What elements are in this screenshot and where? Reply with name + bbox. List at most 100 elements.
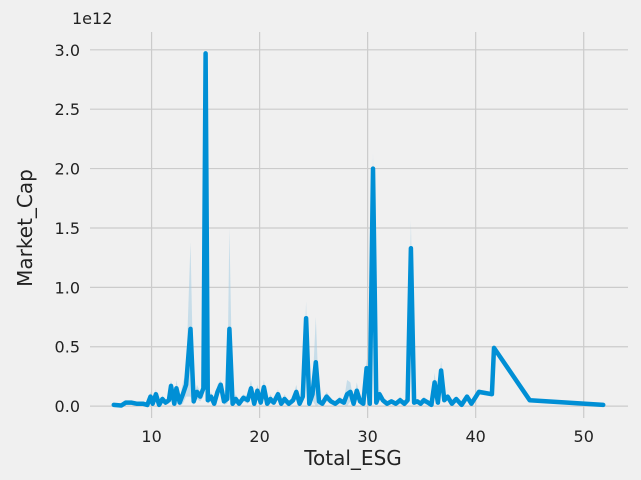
data-point <box>268 397 272 401</box>
data-point <box>345 392 349 396</box>
data-point <box>436 401 440 405</box>
data-point <box>389 399 393 403</box>
data-point <box>409 246 413 250</box>
data-point <box>422 398 426 402</box>
data-point <box>450 402 454 406</box>
data-point <box>317 399 321 403</box>
data-point <box>355 389 359 393</box>
data-point <box>237 402 241 406</box>
data-point <box>204 51 208 55</box>
x-tick-label: 20 <box>249 427 269 446</box>
data-point <box>358 399 362 403</box>
data-point <box>262 385 266 389</box>
data-point <box>157 403 161 407</box>
data-point <box>241 396 245 400</box>
data-point <box>398 398 402 402</box>
grid <box>90 32 628 418</box>
x-tick-label: 40 <box>465 427 485 446</box>
y-tick-label: 2.5 <box>55 100 80 119</box>
data-point <box>374 401 378 405</box>
data-point <box>219 383 223 387</box>
data-point <box>276 392 280 396</box>
data-point <box>291 398 295 402</box>
data-point <box>154 392 158 396</box>
data-point <box>151 402 155 406</box>
y-tick-label: 1.5 <box>55 219 80 238</box>
data-point <box>145 403 149 407</box>
series-line <box>111 51 606 408</box>
data-point <box>129 401 133 405</box>
x-tick-label: 30 <box>357 427 377 446</box>
data-point <box>160 397 164 401</box>
y-tick-labels: 0.0 0.5 1.0 1.5 2.0 2.5 3.0 <box>55 41 80 416</box>
data-point <box>439 369 443 373</box>
data-point <box>314 360 318 364</box>
data-point <box>216 390 220 394</box>
data-point <box>446 395 450 399</box>
data-point <box>352 402 356 406</box>
data-point <box>333 402 337 406</box>
data-point <box>294 390 298 394</box>
data-point <box>454 397 458 401</box>
data-point <box>209 395 213 399</box>
data-point <box>406 398 410 402</box>
data-point <box>365 366 369 370</box>
data-point <box>320 402 324 406</box>
y-tick-label: 0.0 <box>55 397 80 416</box>
data-point <box>361 402 365 406</box>
data-point <box>402 402 406 406</box>
data-point <box>181 392 185 396</box>
data-point <box>112 403 116 407</box>
data-point <box>265 402 269 406</box>
data-point <box>259 401 263 405</box>
data-point <box>492 346 496 350</box>
data-point <box>469 402 473 406</box>
x-tick-labels: 10 20 30 40 50 <box>141 427 593 446</box>
data-point <box>201 386 205 390</box>
series-line-layer <box>111 51 606 408</box>
data-point <box>178 401 182 405</box>
data-point <box>195 390 199 394</box>
data-point <box>465 395 469 399</box>
data-point <box>287 402 291 406</box>
data-point <box>174 386 178 390</box>
data-point <box>342 401 346 405</box>
y-tick-label: 3.0 <box>55 41 80 60</box>
data-point <box>172 402 176 406</box>
data-point <box>252 402 256 406</box>
data-point <box>279 402 283 406</box>
data-point <box>234 397 238 401</box>
data-point <box>231 402 235 406</box>
data-point <box>385 402 389 406</box>
data-point <box>227 327 231 331</box>
x-tick-label: 50 <box>574 427 594 446</box>
data-point <box>528 398 532 402</box>
data-point <box>378 392 382 396</box>
data-point <box>141 402 145 406</box>
data-point <box>338 398 342 402</box>
data-point <box>255 389 259 393</box>
data-point <box>124 401 128 405</box>
y-tick-label: 0.5 <box>55 338 80 357</box>
data-point <box>189 327 193 331</box>
data-point <box>225 397 229 401</box>
data-point <box>135 402 139 406</box>
data-point <box>442 398 446 402</box>
data-point <box>460 403 464 407</box>
data-point <box>149 395 153 399</box>
x-tick-label: 10 <box>141 427 161 446</box>
data-point <box>169 384 173 388</box>
data-point <box>192 399 196 403</box>
data-point <box>371 167 375 171</box>
data-point <box>490 392 494 396</box>
data-point <box>298 402 302 406</box>
data-point <box>307 402 311 406</box>
data-point <box>325 395 329 399</box>
y-tick-label: 1.0 <box>55 278 80 297</box>
data-point <box>272 401 276 405</box>
data-point <box>329 399 333 403</box>
data-point <box>206 398 210 402</box>
data-point <box>283 397 287 401</box>
